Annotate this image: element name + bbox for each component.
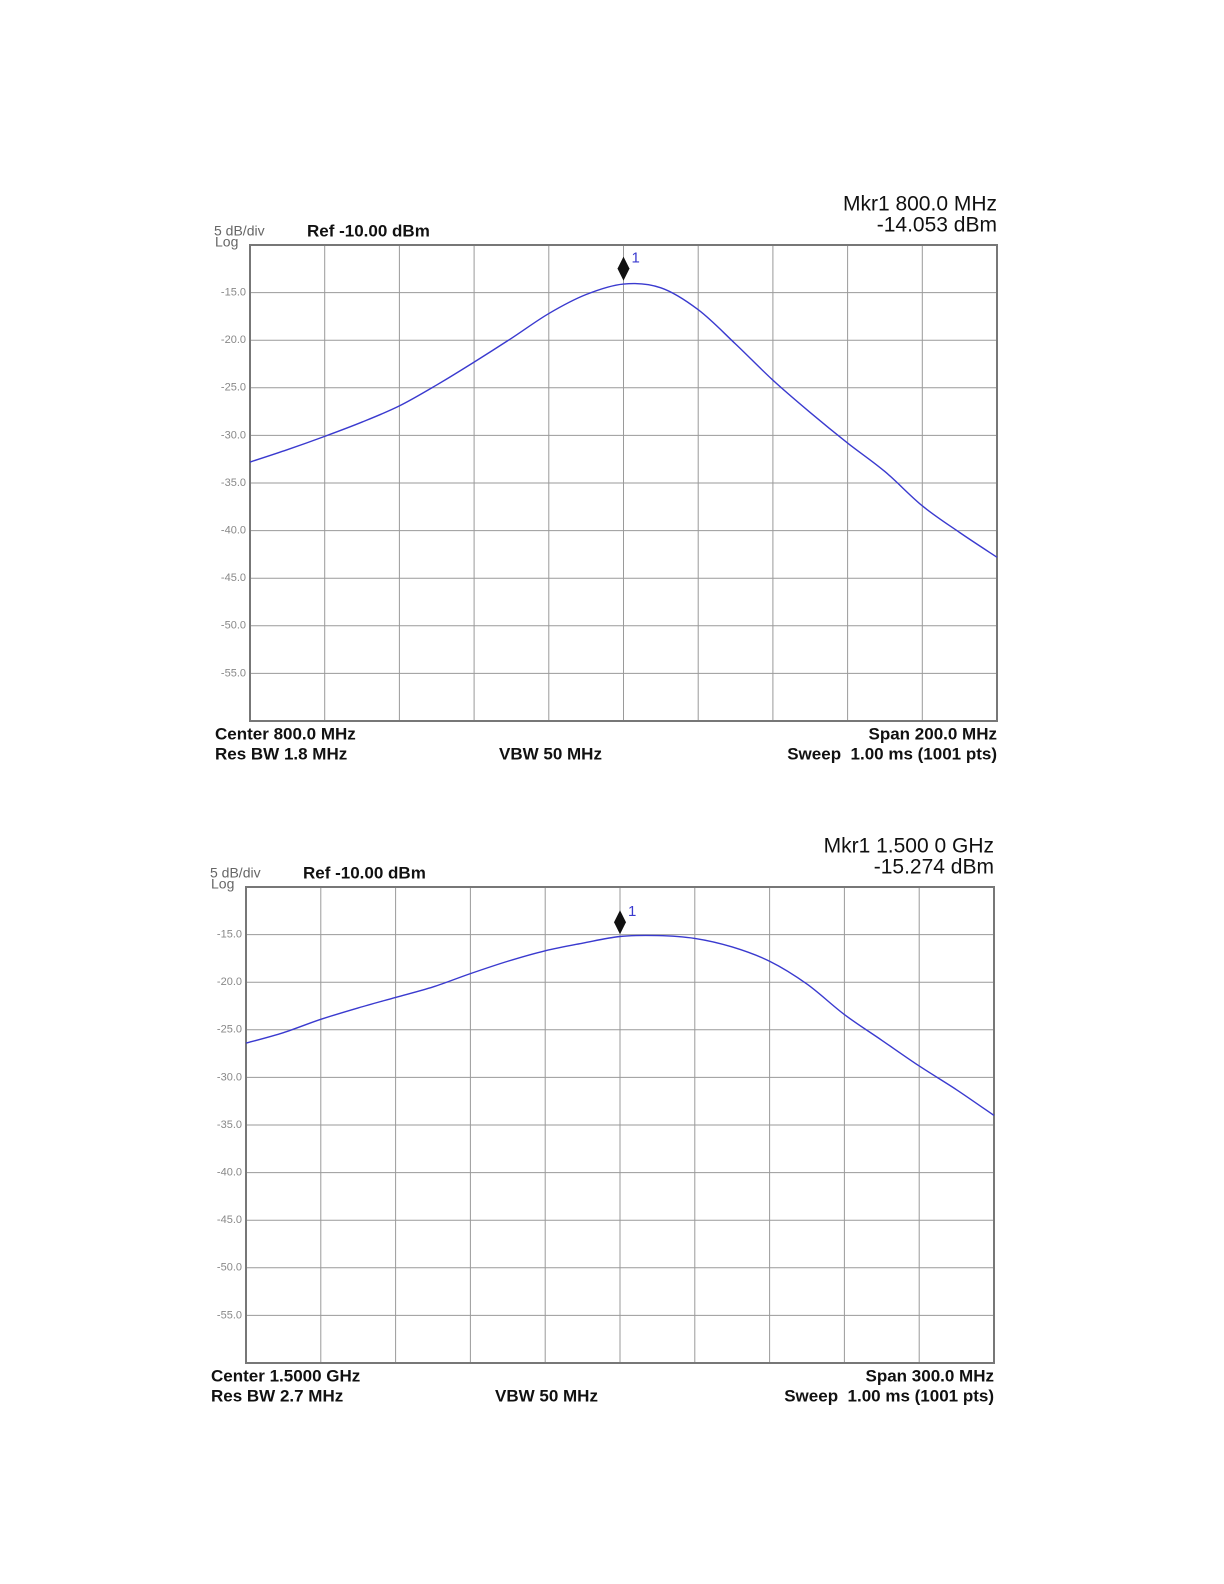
y-tick-label: -50.0 xyxy=(221,620,246,632)
scale-label: 5 dB/div xyxy=(210,865,261,881)
y-tick-label: -40.0 xyxy=(217,1167,242,1179)
marker-diamond xyxy=(617,256,630,281)
y-tick-label: -50.0 xyxy=(217,1262,242,1274)
plot-frame xyxy=(245,886,995,1364)
trace xyxy=(249,282,998,558)
y-tick-label: -30.0 xyxy=(217,1071,242,1083)
y-tick-label: -20.0 xyxy=(221,334,246,346)
scale-label: 5 dB/div xyxy=(214,223,265,239)
y-tick-label: -25.0 xyxy=(221,382,246,394)
resolution-bandwidth: Res BW 1.8 MHz xyxy=(215,744,347,763)
y-tick-label: -35.0 xyxy=(217,1119,242,1131)
y-tick-label: -20.0 xyxy=(217,976,242,988)
y-tick-label: -40.0 xyxy=(221,525,246,537)
sweep: Sweep 1.00 ms (1001 pts) xyxy=(787,744,997,763)
scale-type: Log xyxy=(211,876,234,892)
marker-readout: Mkr1 800.0 MHz xyxy=(843,193,997,216)
span: Span 200.0 MHz xyxy=(869,724,998,743)
y-tick-label: -45.0 xyxy=(217,1214,242,1226)
scale-type: Log xyxy=(215,234,238,250)
marker-label: 1 xyxy=(628,903,636,920)
video-bandwidth: VBW 50 MHz xyxy=(495,1386,598,1405)
y-tick-label: -25.0 xyxy=(217,1024,242,1036)
y-tick-label: -15.0 xyxy=(221,287,246,299)
y-tick-label: -15.0 xyxy=(217,929,242,941)
video-bandwidth: VBW 50 MHz xyxy=(499,744,602,763)
marker-readout: -15.274 dBm xyxy=(874,856,994,879)
marker-diamond xyxy=(614,910,626,935)
sweep: Sweep 1.00 ms (1001 pts) xyxy=(784,1386,994,1405)
trace xyxy=(245,934,995,1117)
y-tick-label: -35.0 xyxy=(221,477,246,489)
plot-frame xyxy=(249,244,998,722)
marker-readout: Mkr1 1.500 0 GHz xyxy=(824,835,994,858)
y-tick-label: -55.0 xyxy=(221,667,246,679)
center-frequency: Center 800.0 MHz xyxy=(215,724,356,743)
marker-label: 1 xyxy=(632,250,640,267)
resolution-bandwidth: Res BW 2.7 MHz xyxy=(211,1386,343,1405)
reference-level: Ref -10.00 dBm xyxy=(303,863,426,882)
reference-level: Ref -10.00 dBm xyxy=(307,221,430,240)
y-tick-label: -55.0 xyxy=(217,1309,242,1321)
y-tick-label: -30.0 xyxy=(221,429,246,441)
y-tick-label: -45.0 xyxy=(221,572,246,584)
span: Span 300.0 MHz xyxy=(866,1366,995,1385)
marker-readout: -14.053 dBm xyxy=(877,214,997,237)
center-frequency: Center 1.5000 GHz xyxy=(211,1366,360,1385)
